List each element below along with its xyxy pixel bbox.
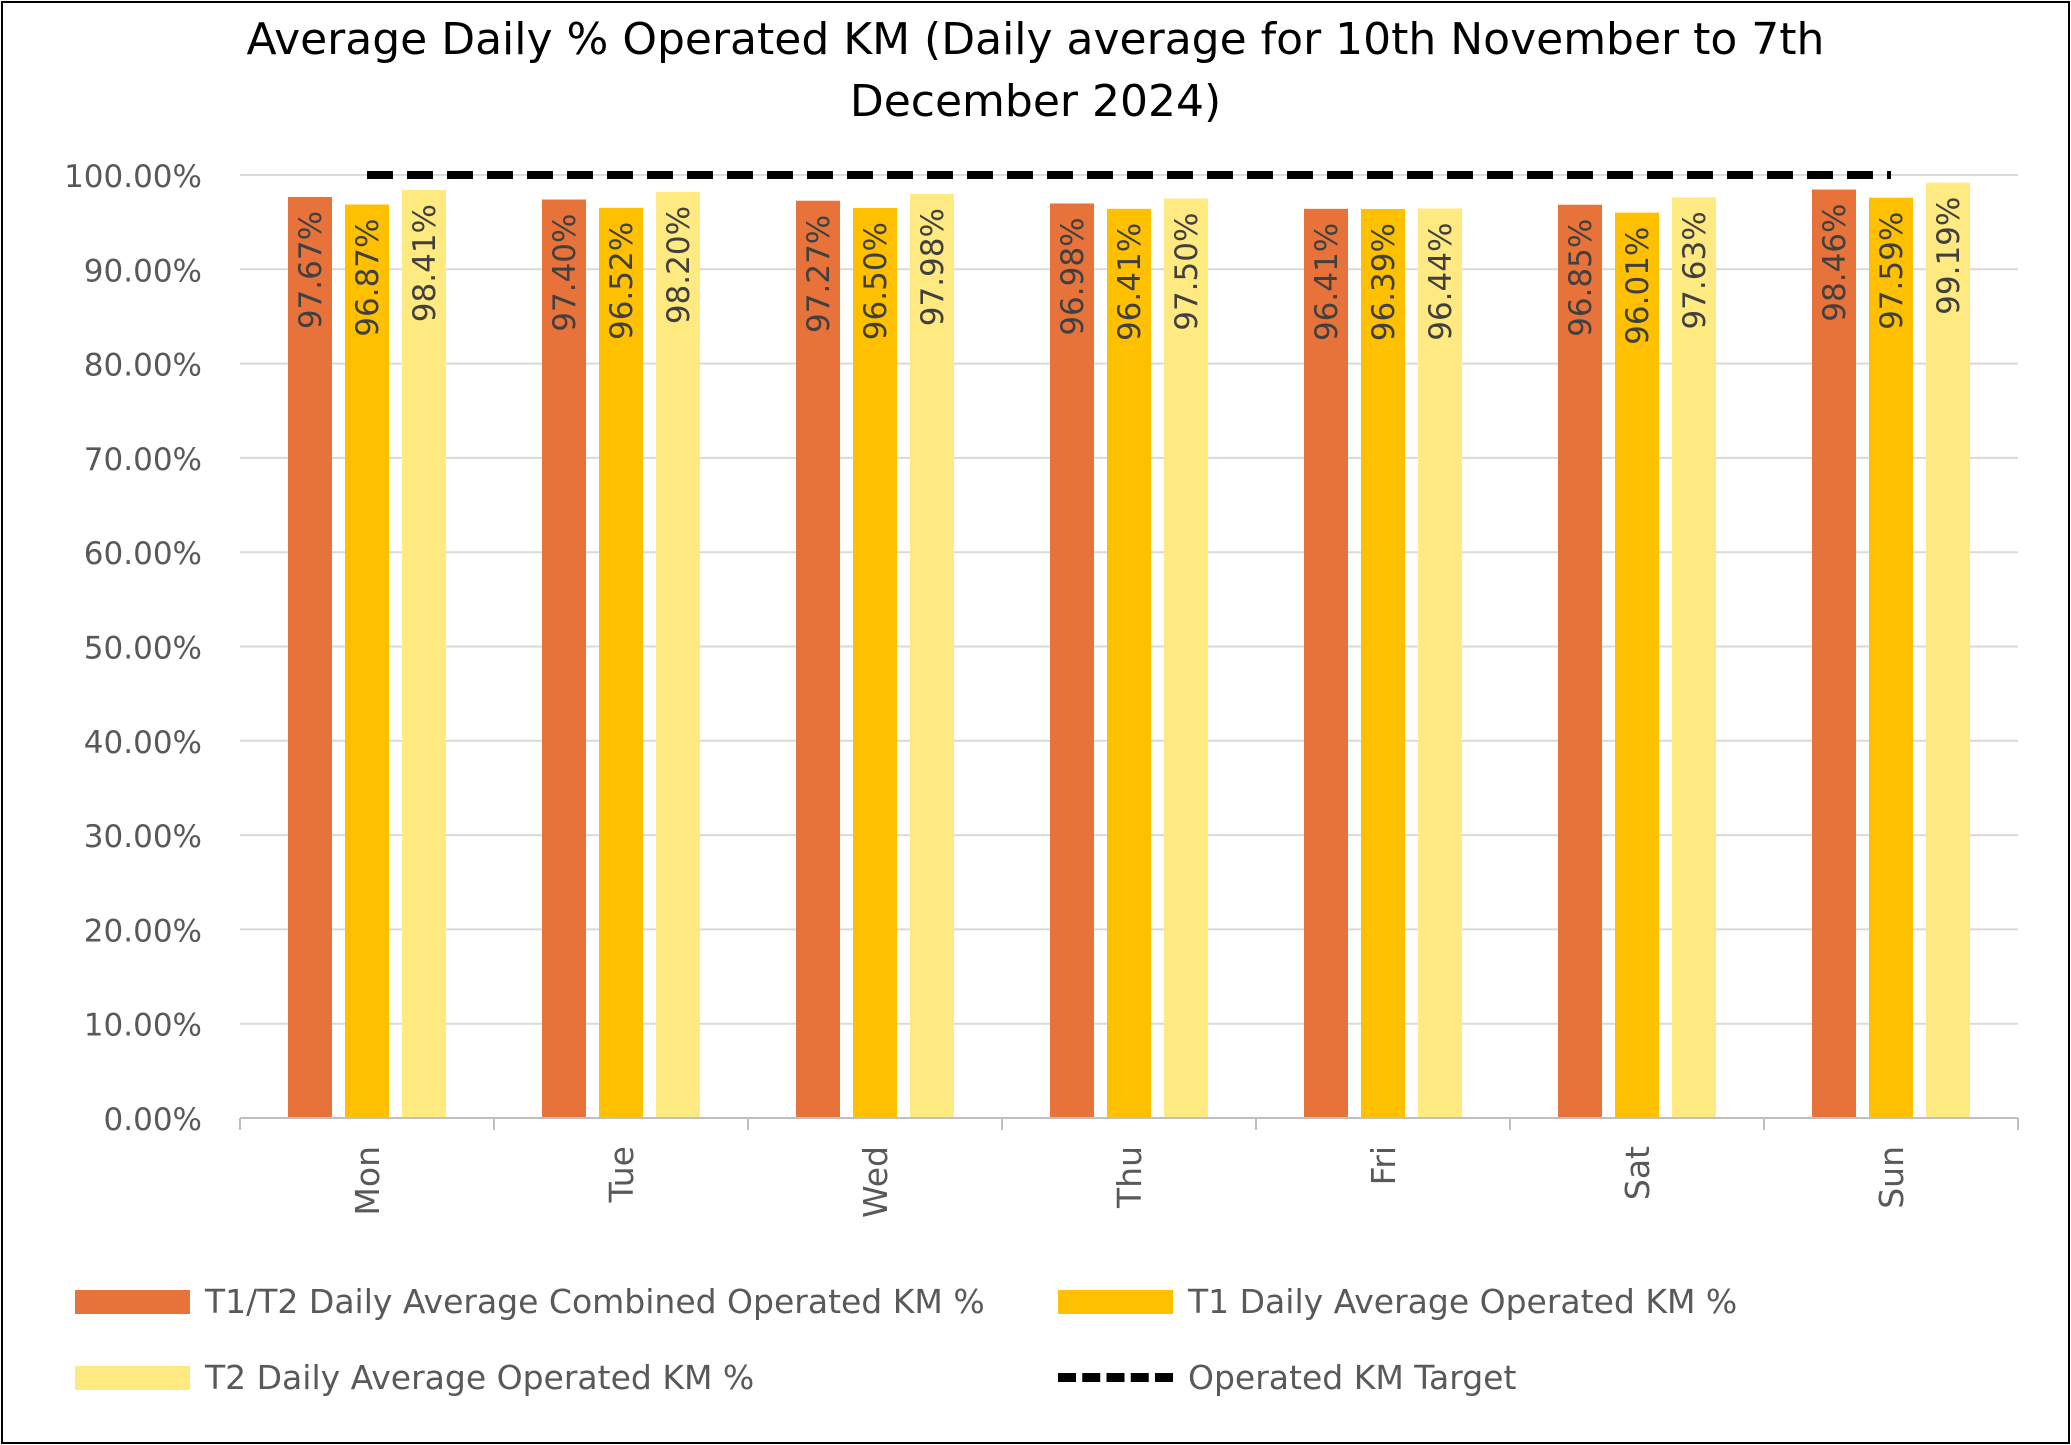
bar-data-label: 96.52% (604, 222, 640, 340)
legend-label-t1: T1 Daily Average Operated KM % (1188, 1282, 1738, 1321)
x-category-label: Mon (348, 1146, 387, 1216)
x-category-label: Sat (1618, 1146, 1657, 1200)
bar (402, 189, 446, 1118)
bar (1926, 182, 1970, 1118)
bar (1107, 208, 1151, 1118)
x-category-label: Tue (602, 1146, 641, 1203)
bar (910, 194, 954, 1119)
legend-label-t2: T2 Daily Average Operated KM % (205, 1358, 755, 1397)
y-tick-label: 10.00% (84, 1008, 202, 1044)
bar-data-label: 96.98% (1055, 217, 1091, 335)
legend-swatch-target (1058, 1373, 1173, 1382)
bar-data-label: 99.19% (1931, 197, 1967, 315)
legend-swatch-combined (75, 1289, 190, 1314)
bar-data-label: 96.44% (1423, 223, 1459, 341)
legend-item-t1: T1 Daily Average Operated KM % (1058, 1282, 1737, 1321)
legend-swatch-t2 (75, 1365, 190, 1390)
bar (345, 204, 389, 1119)
chart-title-line-1: Average Daily % Operated KM (Daily avera… (246, 14, 1825, 65)
bar (599, 207, 643, 1118)
chart-title-line-2: December 2024) (849, 76, 1222, 127)
bar (1672, 197, 1716, 1118)
bar-data-label: 97.50% (1169, 213, 1205, 331)
bar-data-label: 96.41% (1309, 223, 1345, 341)
bar (1558, 204, 1602, 1119)
legend-swatch-t1 (1058, 1289, 1173, 1314)
bar (1050, 203, 1094, 1118)
bar (288, 196, 332, 1118)
y-tick-label: 30.00% (84, 819, 202, 855)
bar-data-label: 97.27% (801, 215, 837, 333)
x-category-label: Sun (1872, 1146, 1911, 1209)
bar-data-label: 97.67% (293, 211, 329, 329)
bar-data-label: 96.87% (350, 219, 386, 337)
y-tick-label: 20.00% (84, 913, 202, 949)
legend-label-target: Operated KM Target (1188, 1358, 1517, 1397)
x-category-label: Fri (1364, 1146, 1403, 1185)
bar-data-label: 96.01% (1620, 227, 1656, 345)
bar-data-label: 96.50% (858, 222, 894, 340)
bar-data-label: 97.59% (1874, 212, 1910, 330)
bar-data-label: 97.98% (915, 208, 951, 326)
bar (1304, 208, 1348, 1118)
bar-data-label: 98.41% (407, 204, 443, 322)
bar-data-label: 98.46% (1817, 204, 1853, 322)
y-tick-label: 90.00% (84, 253, 202, 289)
legend-item-target: Operated KM Target (1058, 1358, 1516, 1397)
bar (656, 191, 700, 1118)
bar-data-label: 98.20% (661, 206, 697, 324)
bar (1869, 197, 1913, 1118)
bar (1615, 212, 1659, 1118)
y-tick-label: 40.00% (84, 725, 202, 761)
y-tick-label: 50.00% (84, 631, 202, 667)
bar (1418, 208, 1462, 1118)
y-tick-label: 100.00% (64, 159, 202, 195)
bar-data-label: 96.85% (1563, 219, 1599, 337)
bar (1361, 209, 1405, 1118)
legend-label-combined: T1/T2 Daily Average Combined Operated KM… (205, 1282, 985, 1321)
bar (1164, 198, 1208, 1118)
bar-data-label: 96.41% (1112, 223, 1148, 341)
x-category-label: Thu (1110, 1146, 1149, 1209)
legend-item-t2: T2 Daily Average Operated KM % (75, 1358, 754, 1397)
y-tick-label: 70.00% (84, 442, 202, 478)
bar-data-label: 97.63% (1677, 211, 1713, 329)
bar (796, 200, 840, 1118)
y-tick-label: 80.00% (84, 348, 202, 384)
bar-chart: 0.00% 10.00% 20.00% 30.00% 40.00% 50.00% 60.00… (64, 159, 2019, 1218)
legend-item-combined: T1/T2 Daily Average Combined Operated KM… (75, 1282, 985, 1321)
bar-data-label: 96.39% (1366, 223, 1402, 341)
bar-data-label: 97.40% (547, 214, 583, 332)
x-category-label: Wed (856, 1146, 895, 1218)
y-tick-label: 60.00% (84, 536, 202, 572)
bar (542, 199, 586, 1118)
y-tick-label: 0.00% (104, 1102, 202, 1138)
bar (853, 208, 897, 1118)
bar (1812, 189, 1856, 1118)
